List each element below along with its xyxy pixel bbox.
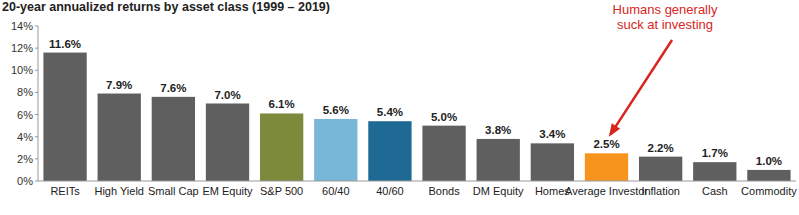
data-label: 3.8% [485, 124, 511, 136]
data-label: 7.0% [214, 89, 240, 101]
annotation-arrow [611, 40, 673, 134]
bar [43, 53, 86, 181]
data-label: 5.6% [323, 104, 349, 116]
bar [368, 121, 411, 181]
y-axis [38, 26, 39, 181]
tick-label: 6% [17, 109, 33, 121]
annotation: Humans generally [613, 2, 718, 17]
data-label: 2.2% [648, 142, 674, 154]
tick-label: 12% [11, 42, 33, 54]
category-label: 60/40 [322, 185, 350, 197]
bar [422, 126, 465, 181]
annotation-arrowhead [609, 123, 620, 137]
bar [98, 94, 141, 181]
data-label: 6.1% [269, 98, 295, 110]
bar [585, 153, 628, 181]
bar [206, 104, 249, 182]
tick-label: 2% [17, 153, 33, 165]
category-label: Bonds [428, 185, 460, 197]
chart: 20-year annualized returns by asset clas… [0, 0, 799, 215]
tick-label: 0% [17, 175, 33, 187]
bars [43, 53, 790, 181]
x-axis [38, 181, 796, 182]
data-label: 1.0% [756, 155, 782, 167]
annotation: suck at investing [617, 17, 713, 32]
data-label: 7.9% [106, 79, 132, 91]
category-label: Small Cap [148, 185, 199, 197]
bar [152, 97, 195, 181]
category-label: High Yield [94, 185, 144, 197]
tick-label: 8% [17, 86, 33, 98]
bar [260, 113, 303, 181]
tick-label: 4% [17, 131, 33, 143]
category-label: EM Equity [202, 185, 253, 197]
category-label: Cash [702, 185, 728, 197]
data-label: 1.7% [702, 147, 728, 159]
data-label: 7.6% [160, 82, 186, 94]
bar [314, 119, 357, 181]
bar [639, 157, 682, 181]
bar [477, 139, 520, 181]
category-label: S&P 500 [260, 185, 303, 197]
category-label: Commodity [741, 185, 797, 197]
data-label: 11.6% [49, 38, 81, 50]
bar [531, 143, 574, 181]
tick-label: 14% [11, 20, 33, 32]
title: 20-year annualized returns by asset clas… [2, 0, 330, 14]
bar [693, 162, 736, 181]
data-label: 5.4% [377, 106, 403, 118]
data-label: 2.5% [593, 138, 619, 150]
tick-label: 10% [11, 64, 33, 76]
category-label: Average Investor [565, 185, 648, 197]
category-label: REITs [50, 185, 80, 197]
category-label: DM Equity [473, 185, 524, 197]
category-label: 40/60 [376, 185, 404, 197]
bar [747, 170, 790, 181]
data-label: 3.4% [539, 128, 565, 140]
category-label: Inflation [641, 185, 680, 197]
data-label: 5.0% [431, 111, 457, 123]
